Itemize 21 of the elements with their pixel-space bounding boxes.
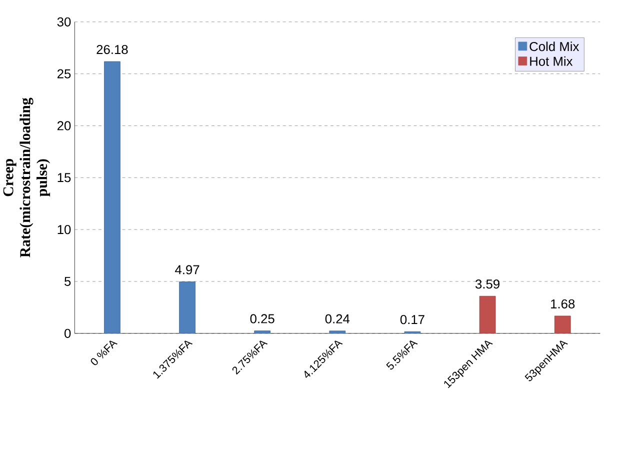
- data-label: 0.24: [325, 314, 350, 324]
- legend-label: Cold Mix: [530, 42, 580, 52]
- y-tick-label: 25: [57, 69, 71, 78]
- legend-label: Hot Mix: [530, 56, 573, 66]
- data-label: 0.17: [400, 315, 424, 324]
- y-tick-label: 10: [58, 225, 71, 234]
- bar: [179, 282, 196, 334]
- y-tick-label: 0: [64, 328, 71, 338]
- y-tick-label: 5: [64, 277, 71, 286]
- y-tick-label: 30: [57, 17, 71, 27]
- data-label: 3.59: [475, 280, 500, 289]
- data-label: 0.25: [250, 314, 274, 324]
- y-tick-label: 20: [57, 121, 71, 130]
- data-label: 26.18: [96, 45, 128, 54]
- y-tick-label: 15: [58, 173, 71, 182]
- data-label: 1.68: [551, 299, 575, 309]
- data-label: 4.97: [175, 265, 200, 274]
- bar: [104, 61, 120, 334]
- y-axis-title: Creep Rate(microstrain/loading pulse): [3, 98, 50, 258]
- bar: [479, 296, 496, 334]
- x-tick-label: 0 %FA: [90, 340, 118, 366]
